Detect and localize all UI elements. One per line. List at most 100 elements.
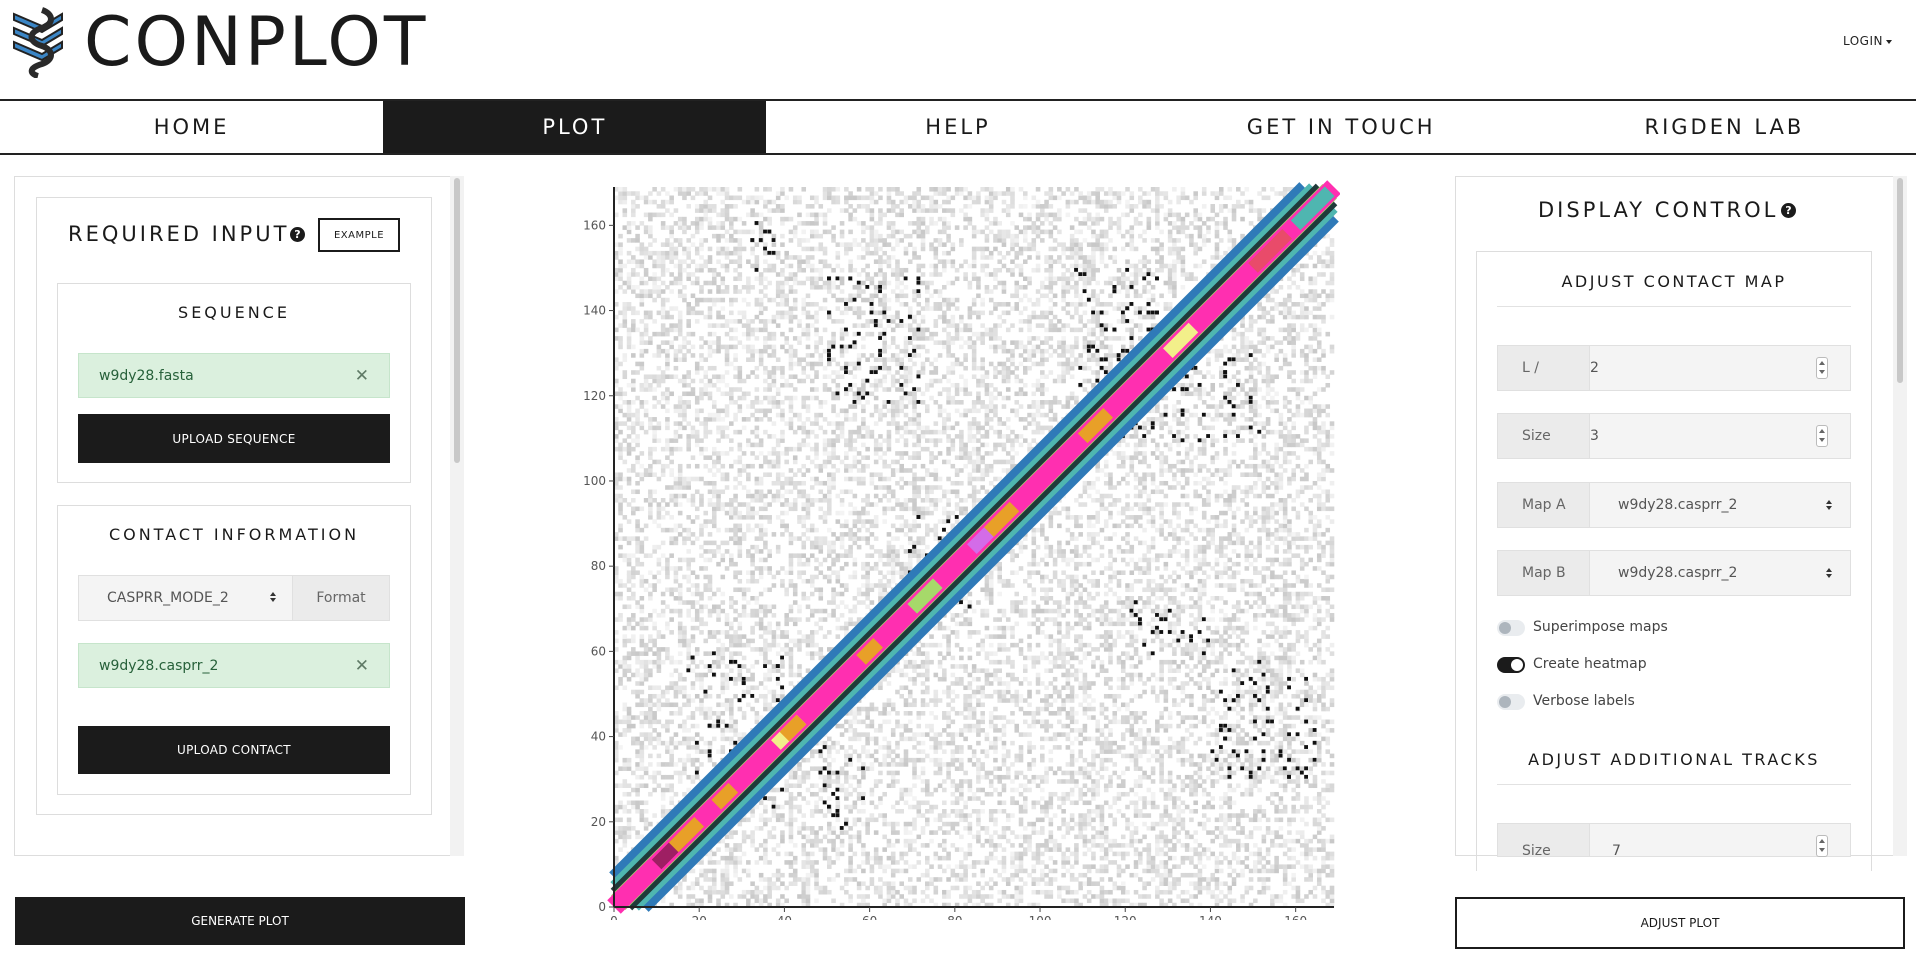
heatmap-cell [822, 382, 828, 388]
heatmap-cell [780, 838, 785, 844]
heatmap-cell [827, 498, 832, 503]
heatmap-cell [716, 425, 721, 431]
heatmap-cell [822, 280, 828, 286]
heatmap-cell [660, 395, 666, 401]
heatmap-cell [614, 711, 619, 716]
heatmap-cell [903, 425, 909, 431]
heatmap-cell [886, 242, 892, 247]
heatmap-cell [856, 796, 862, 801]
heatmap-cell [669, 344, 674, 350]
heatmap-cell [886, 489, 892, 495]
heatmap-cell [669, 472, 674, 478]
heatmap-cell [673, 668, 679, 673]
heatmap-cell [631, 323, 636, 328]
heatmap-cell [861, 566, 866, 571]
heatmap-cell [788, 770, 794, 776]
heatmap-cell [758, 195, 764, 201]
heatmap-cell [895, 400, 900, 405]
heatmap-cell [652, 787, 657, 793]
remove-sequence-close-icon[interactable]: ✕ [354, 366, 369, 386]
heatmap-cell [694, 706, 700, 712]
heatmap-cell [886, 770, 892, 776]
heatmap-cell [844, 297, 849, 303]
login-dropdown[interactable]: LOGIN [1843, 34, 1892, 48]
heatmap-cell [737, 502, 743, 507]
heatmap-cell [814, 621, 819, 627]
heatmap-cell [669, 250, 674, 256]
heatmap-cell [758, 693, 764, 699]
nav-item-get-in-touch[interactable]: GET IN TOUCH [1246, 115, 1436, 139]
heatmap-cell [754, 608, 760, 614]
heatmap-cell [643, 387, 649, 392]
heatmap-cell [622, 212, 628, 218]
heatmap-cell [788, 796, 794, 801]
heatmap-cell [716, 451, 721, 456]
heatmap-cell [614, 566, 619, 571]
heatmap-cell [844, 719, 849, 725]
upload-contact-button[interactable]: UPLOAD CONTACT [78, 726, 390, 774]
heatmap-cell [763, 267, 768, 273]
heatmap-cell [831, 370, 836, 375]
heatmap-cell [729, 387, 734, 392]
heatmap-cell [677, 263, 683, 269]
remove-contact-close-icon[interactable]: ✕ [354, 656, 369, 676]
heatmap-cell [827, 493, 832, 499]
heatmap-cell [656, 191, 662, 196]
heatmap-cell [618, 591, 623, 597]
heatmap-cell [831, 199, 836, 205]
heatmap-cell [788, 783, 794, 789]
heatmap-cell [827, 774, 832, 780]
generate-plot-button[interactable]: GENERATE PLOT [15, 897, 465, 945]
heatmap-cell [767, 515, 772, 520]
heatmap-cell [890, 826, 896, 831]
heatmap-cell [711, 400, 717, 405]
heatmap-cell [669, 438, 674, 443]
heatmap-cell [648, 463, 653, 469]
contact-map-plot[interactable]: 0204060801001201401600204060801001201401… [560, 180, 1340, 920]
heatmap-cell [635, 783, 640, 789]
heatmap-cell [788, 353, 794, 358]
nav-item-plot[interactable]: PLOT [383, 101, 767, 153]
heatmap-cell [797, 561, 802, 567]
heatmap-cell [763, 204, 768, 209]
nav-item-help[interactable]: HELP [925, 115, 991, 139]
heatmap-cell [835, 421, 841, 426]
heatmap-cell [903, 762, 909, 767]
question-circle-icon[interactable]: ? [290, 227, 305, 242]
nav-item-home[interactable]: HOME [153, 115, 230, 139]
heatmap-cell [660, 809, 666, 814]
heatmap-cell [848, 719, 853, 725]
heatmap-cell [865, 749, 870, 754]
heatmap-cell [771, 813, 777, 818]
heatmap-cell [865, 510, 870, 516]
heatmap-cell [626, 519, 632, 524]
heatmap-cell [763, 685, 768, 691]
heatmap-cell [643, 647, 649, 652]
heatmap-cell [711, 204, 717, 209]
nav-item-rigden-lab[interactable]: RIGDEN LAB [1644, 115, 1805, 139]
heatmap-cell [652, 319, 657, 324]
heatmap-cell [737, 259, 743, 264]
heatmap-cell [873, 289, 879, 294]
heatmap-cell [614, 195, 619, 201]
heatmap-cell [903, 826, 909, 831]
heatmap-cell [852, 523, 858, 529]
heatmap-cell [635, 434, 640, 439]
input-panel-scrollbar[interactable] [450, 176, 464, 856]
heatmap-cell [827, 284, 832, 290]
heatmap-cell [856, 809, 862, 814]
heatmap-cell [699, 672, 704, 678]
heatmap-cell [809, 830, 815, 835]
upload-sequence-button[interactable]: UPLOAD SEQUENCE [78, 414, 390, 463]
heatmap-cell [780, 259, 785, 264]
contact-format-select[interactable]: CASPRR_MODE_2 Format [78, 575, 390, 621]
heatmap-cell [839, 536, 845, 541]
example-button[interactable]: EXAMPLE [318, 218, 400, 252]
heatmap-cell [899, 404, 905, 409]
heatmap-cell [703, 557, 709, 563]
heatmap-cell [869, 280, 875, 286]
heatmap-cell [844, 757, 849, 763]
format-select[interactable]: CASPRR_MODE_2 [79, 576, 293, 620]
brand-title[interactable]: CONPLOT [84, 3, 429, 82]
scrollbar-thumb[interactable] [454, 178, 460, 463]
